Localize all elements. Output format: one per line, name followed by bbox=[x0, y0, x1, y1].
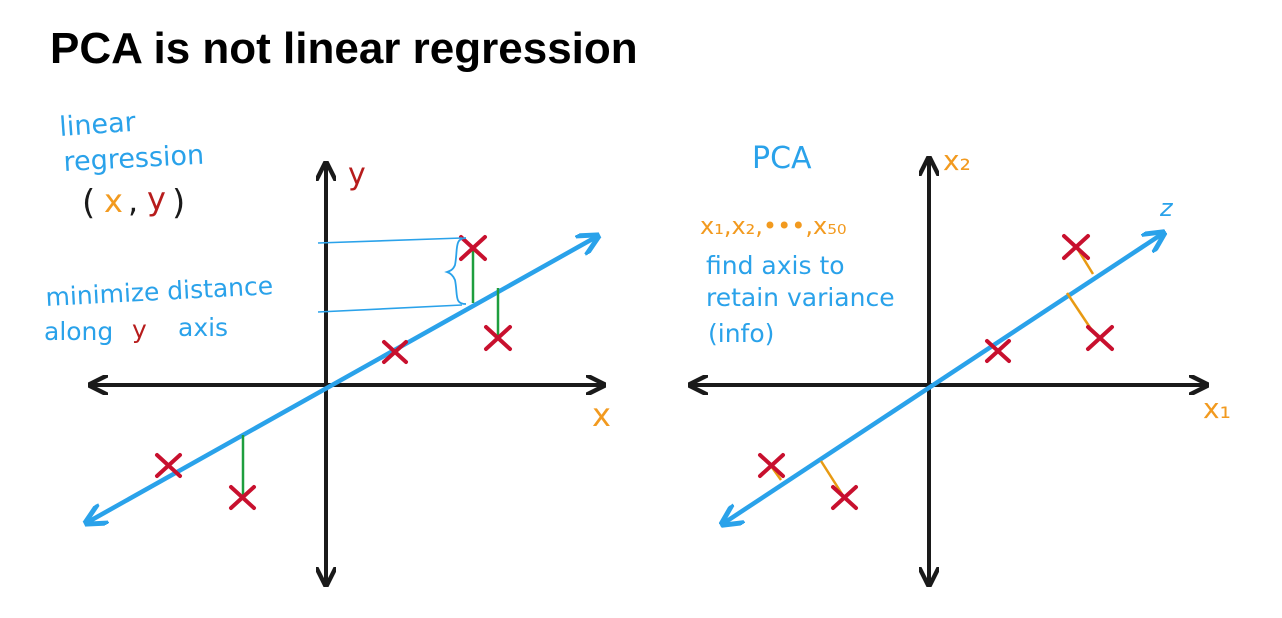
pca-panel: PCA x₂ x₁ z x₁,x₂,•••,x₅₀ find axis to r… bbox=[692, 141, 1231, 583]
data-point-mark bbox=[382, 340, 408, 364]
minimize-note-suffix: axis bbox=[178, 313, 228, 342]
pca-heading: PCA bbox=[752, 141, 812, 176]
data-point-mark bbox=[831, 485, 858, 510]
guide-line-bottom bbox=[317, 304, 463, 313]
data-point-mark bbox=[229, 485, 256, 510]
minimize-note-var: y bbox=[132, 315, 147, 344]
right-y-axis-label: x₂ bbox=[943, 144, 971, 177]
left-data-points bbox=[155, 235, 512, 510]
pair-x: x bbox=[104, 182, 123, 220]
z-axis-label: z bbox=[1159, 194, 1174, 222]
principal-axis-line bbox=[724, 234, 1162, 523]
pca-note-line1: find axis to bbox=[706, 251, 845, 280]
data-point-mark bbox=[459, 235, 487, 261]
pair-close-paren: ) bbox=[172, 183, 185, 223]
data-point-mark bbox=[484, 325, 512, 351]
data-point-mark bbox=[1062, 234, 1090, 260]
lr-heading-line1: linear bbox=[58, 107, 137, 143]
data-point-mark bbox=[155, 453, 182, 478]
lr-heading-line2: regression bbox=[63, 140, 205, 178]
minimize-note-prefix: along bbox=[44, 317, 113, 346]
guide-line-top bbox=[317, 237, 463, 244]
left-x-axis-label: x bbox=[592, 396, 611, 434]
right-data-points bbox=[758, 234, 1114, 510]
pca-note-line2: retain variance bbox=[706, 283, 895, 312]
pair-comma: , bbox=[128, 182, 138, 220]
right-x-axis-label: x₁ bbox=[1203, 392, 1231, 425]
linear-regression-panel: linear regression ( x , y ) y x minimize… bbox=[44, 107, 611, 583]
projection-4 bbox=[819, 460, 844, 495]
data-point-mark bbox=[1086, 325, 1114, 351]
page-title: PCA is not linear regression bbox=[50, 24, 638, 73]
feature-list: x₁,x₂,•••,x₅₀ bbox=[700, 212, 846, 240]
left-y-axis-label: y bbox=[348, 157, 366, 192]
data-point-mark bbox=[985, 339, 1011, 363]
pca-note-line3: (info) bbox=[708, 319, 774, 348]
regression-line bbox=[88, 237, 596, 522]
pair-open-paren: ( bbox=[82, 183, 95, 223]
minimize-note-line1: minimize distance bbox=[45, 271, 274, 312]
data-point-mark bbox=[758, 453, 785, 478]
pair-y: y bbox=[147, 180, 166, 218]
distance-brace bbox=[444, 237, 467, 305]
